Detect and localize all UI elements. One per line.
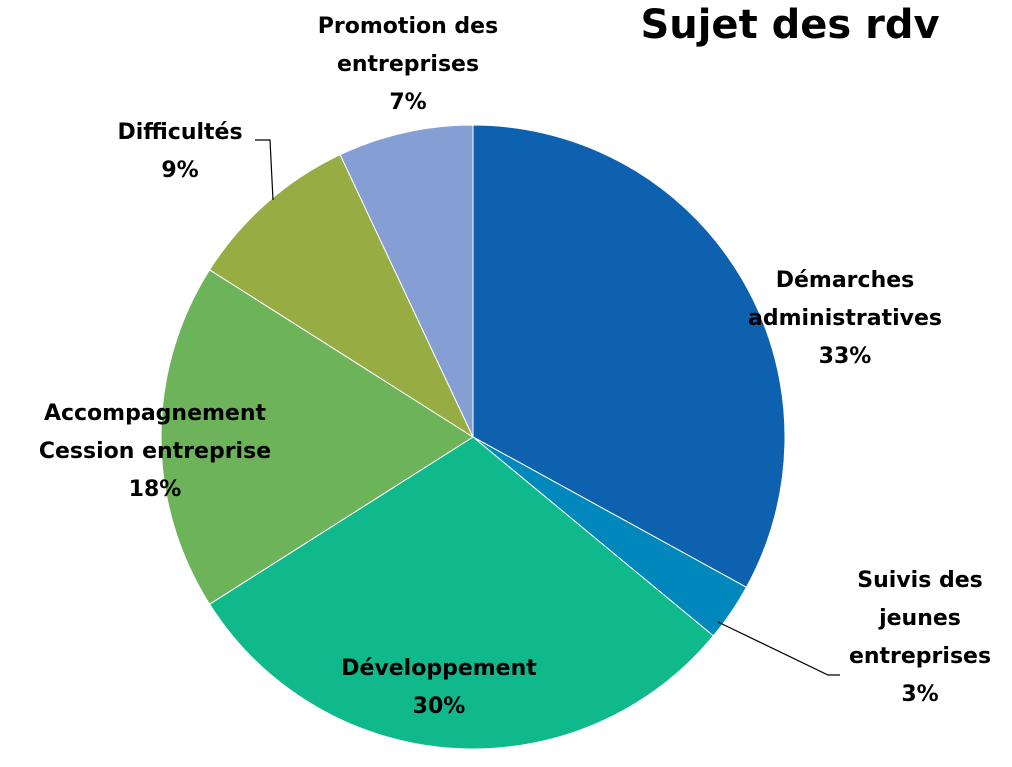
slice-label: Difficultés 9% [100, 114, 260, 190]
pie-slice [208, 436, 715, 750]
value-label: 33% [818, 344, 872, 369]
value-label: 3% [901, 682, 939, 707]
value-label: 9% [161, 158, 199, 183]
slice-label: Promotion des entreprises 7% [290, 8, 526, 122]
slice-label: Accompagnement Cession entreprise 18% [10, 395, 300, 509]
leader-line [255, 139, 274, 201]
category-label: Démarches administratives [748, 268, 942, 331]
slice-label: Suivis des jeunes entreprises 3% [845, 562, 995, 714]
value-label: 18% [128, 477, 182, 502]
pie-slice [472, 124, 786, 588]
value-label: 7% [389, 90, 427, 115]
category-label: Difficultés [117, 120, 243, 145]
slice-label: Développement 30% [320, 650, 558, 726]
slice-label: Démarches administratives 33% [720, 262, 970, 376]
category-label: Accompagnement Cession entreprise [38, 401, 272, 464]
category-label: Développement [341, 656, 537, 681]
value-label: 30% [412, 694, 466, 719]
leader-line [717, 621, 840, 676]
pie-slice [339, 124, 474, 438]
pie-slice [160, 269, 474, 605]
chart-title: Sujet des rdv [640, 2, 940, 48]
category-label: Promotion des entreprises [317, 14, 499, 77]
category-label: Suivis des jeunes entreprises [848, 568, 992, 669]
pie-slice [208, 154, 475, 439]
